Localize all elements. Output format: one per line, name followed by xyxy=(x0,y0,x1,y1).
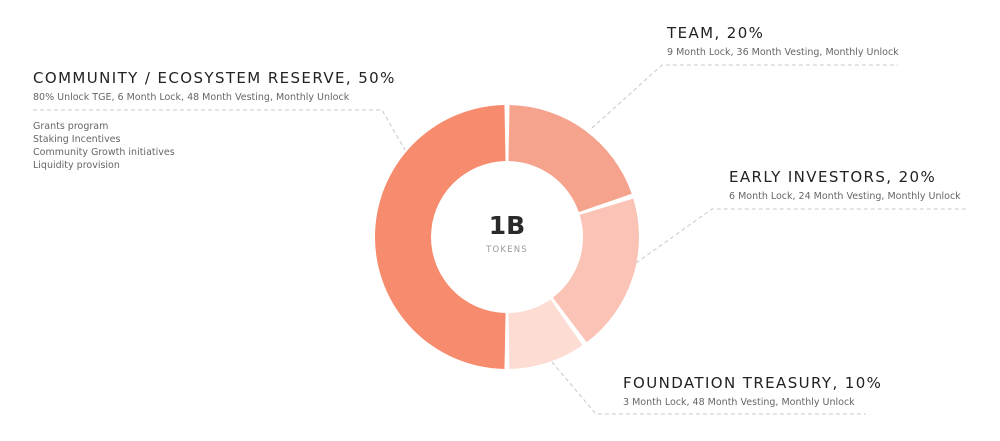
community-use-list: Grants program Staking Incentives Commun… xyxy=(33,120,175,172)
community-use-item: Staking Incentives xyxy=(33,134,121,145)
slice-title-early-investors: EARLY INVESTORS, 20% xyxy=(729,168,937,186)
donut-slice-community xyxy=(374,105,506,369)
slice-label-team: TEAM, 20% 9 Month Lock, 36 Month Vesting… xyxy=(667,24,899,59)
leader-line-community xyxy=(33,109,406,151)
leader-line-foundation-treasury xyxy=(551,361,866,415)
community-use-item: Community Growth initiatives xyxy=(33,147,175,158)
center-total-value: 1B xyxy=(489,211,525,240)
slice-detail-early-investors: 6 Month Lock, 24 Month Vesting, Monthly … xyxy=(729,191,961,202)
slice-detail-community: 80% Unlock TGE, 6 Month Lock, 48 Month V… xyxy=(33,92,350,103)
donut-slice-early-investors xyxy=(552,198,639,343)
donut-slice-team xyxy=(508,105,632,213)
leader-line-team xyxy=(591,64,898,129)
center-total-unit: TOKENS xyxy=(485,245,528,255)
donut-slice-foundation-treasury xyxy=(508,299,583,369)
slice-title-team: TEAM, 20% xyxy=(667,24,765,42)
community-use-item: Grants program xyxy=(33,121,109,132)
slice-detail-foundation-treasury: 3 Month Lock, 48 Month Vesting, Monthly … xyxy=(623,397,855,408)
leader-lines xyxy=(33,64,967,415)
slice-label-foundation-treasury: FOUNDATION TREASURY, 10% 3 Month Lock, 4… xyxy=(623,374,882,409)
leader-line-early-investors xyxy=(635,208,967,264)
slice-title-community: COMMUNITY / ECOSYSTEM RESERVE, 50% xyxy=(33,69,396,87)
slice-detail-team: 9 Month Lock, 36 Month Vesting, Monthly … xyxy=(667,47,899,58)
slice-label-early-investors: EARLY INVESTORS, 20% 6 Month Lock, 24 Mo… xyxy=(729,168,961,203)
donut-slices xyxy=(374,105,639,369)
slice-label-community: COMMUNITY / ECOSYSTEM RESERVE, 50% 80% U… xyxy=(33,69,396,104)
slice-title-foundation-treasury: FOUNDATION TREASURY, 10% xyxy=(623,374,883,392)
community-use-item: Liquidity provision xyxy=(33,160,120,171)
